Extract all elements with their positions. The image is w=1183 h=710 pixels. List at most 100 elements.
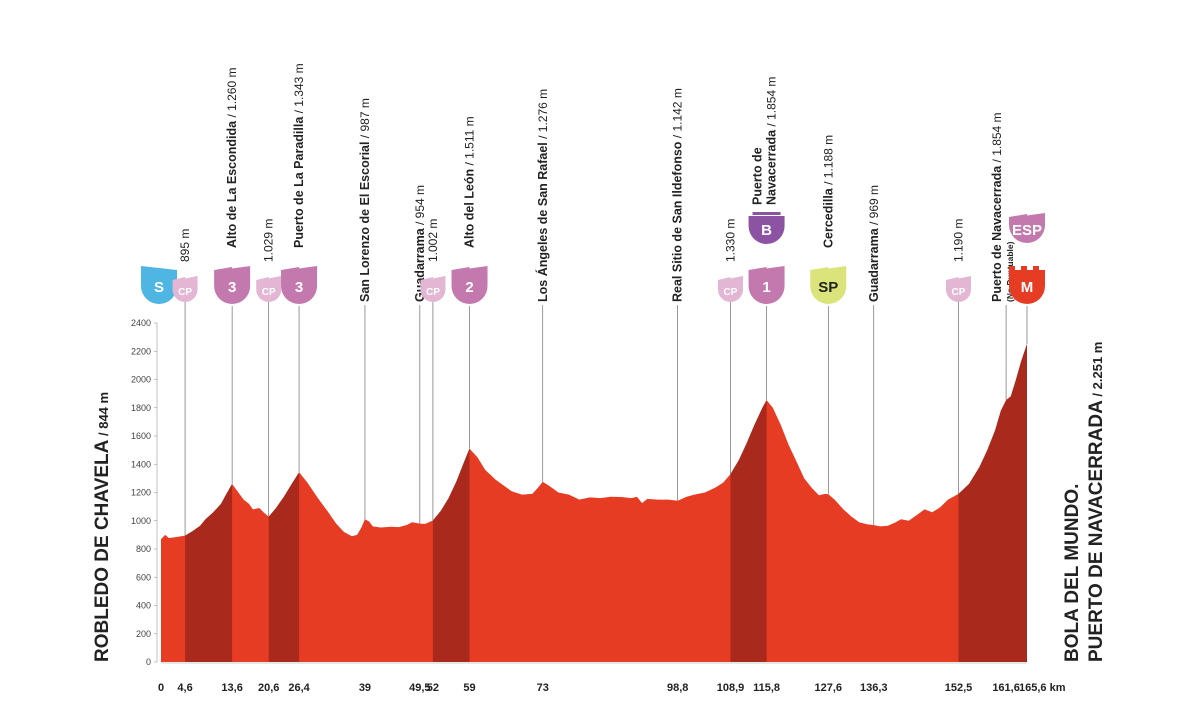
badge-text: CP <box>178 287 192 298</box>
waypoint: Los Ángeles de San Rafael / 1.276 m <box>535 89 550 482</box>
waypoint-label: Real Sitio de San Ildefonso / 1.142 m <box>671 88 685 302</box>
climb-segment <box>185 484 233 662</box>
waypoint-alt: / 954 m <box>413 185 427 228</box>
waypoint-alt: / 1.511 m <box>463 116 477 168</box>
km-tick-label: 49,5 <box>409 682 430 694</box>
badge-text: CP <box>724 287 738 298</box>
waypoint-name: Los Ángeles de San Rafael <box>535 142 550 302</box>
waypoint-label: 895 m <box>178 229 192 262</box>
badge-text: B <box>761 222 772 239</box>
badge-text: CP <box>426 287 440 298</box>
waypoint-name: Puerto de <box>751 147 765 205</box>
y-tick-label: 1400 <box>131 459 151 469</box>
badge-start: S <box>141 266 177 304</box>
waypoint-name: Cercedilla <box>821 187 835 248</box>
finish-alt: / 2.251 m <box>1090 342 1105 401</box>
badge-shape <box>256 280 282 302</box>
km-tick-label: 13,6 <box>221 682 242 694</box>
badge-shape <box>281 270 318 304</box>
start-town-label: ROBLEDO DE CHAVELA / 844 m <box>92 392 113 662</box>
checker-square <box>1021 266 1027 270</box>
badge-flag <box>810 267 829 270</box>
waypoint-label: Los Ángeles de San Rafael / 1.276 m <box>535 89 550 302</box>
badge-text: CP <box>952 287 966 298</box>
km-tick-label: 39 <box>359 682 371 694</box>
waypoint: SP Cercedilla / 1.188 m <box>810 135 847 495</box>
badge-flag <box>451 267 470 270</box>
badge-shape <box>172 280 198 302</box>
y-tick-label: 1800 <box>131 403 151 413</box>
waypoint-alt: / 1.188 m <box>821 135 835 188</box>
profile-area-group <box>161 344 1027 662</box>
waypoint-alt: 1.029 m <box>262 219 276 262</box>
badge-cap <box>752 212 781 215</box>
badge-cat: 3 <box>281 266 318 304</box>
badge-flag <box>172 277 186 280</box>
waypoint: M ESP <box>1009 213 1045 345</box>
km-tick-label: 108,9 <box>717 682 745 694</box>
checker-square <box>1039 270 1045 274</box>
waypoint-label: San Lorenzo de El Escorial / 987 m <box>358 98 372 302</box>
badge-esp: ESP <box>1009 213 1045 243</box>
waypoint-alt: / 1.260 m <box>225 68 239 121</box>
waypoint-name: Puerto de La Paradilla <box>292 116 306 248</box>
badge-shape <box>748 216 785 244</box>
waypoint: 1 B Puerto de Navacerrada / 1.854 m <box>748 77 785 401</box>
km-tick-label: 165,6 km <box>1019 682 1066 694</box>
waypoint: 2 Alto del León / 1.511 m <box>451 116 488 449</box>
badge-shape <box>1009 270 1045 304</box>
y-tick-label: 2400 <box>131 318 151 328</box>
waypoints-group: S CP 895 m 3 Alto de La Escondida / 1.260 m C… <box>141 63 1045 536</box>
checker-square <box>1009 266 1015 270</box>
waypoint: 3 Alto de La Escondida / 1.260 m <box>214 68 251 485</box>
km-tick-label: 152,5 <box>945 682 973 694</box>
badge-cp: CP <box>256 276 282 302</box>
waypoint-alt: / 1.142 m <box>671 88 685 141</box>
waypoint: 3 Puerto de La Paradilla / 1.343 m <box>281 63 318 473</box>
km-axis: 0 4,6 13,6 20,6 26,4 39 49,552 59 73 98,8 108,9 115… <box>158 662 1066 694</box>
waypoint-alt: 1.190 m <box>951 219 965 262</box>
badge-shape <box>420 280 446 302</box>
badge-shape <box>451 270 488 304</box>
waypoint: CP 1.330 m <box>717 219 743 475</box>
badge-text: CP <box>262 287 276 298</box>
y-axis: 0 200 400 600 800 1000 1200 1400 1600 1800 2000 220… <box>131 318 158 667</box>
badge-cat: 2 <box>451 266 488 304</box>
km-tick-label: 0 <box>158 682 164 694</box>
waypoint-label: Alto del León / 1.511 m <box>463 116 477 248</box>
profile-area <box>161 344 1027 662</box>
waypoint-alt: 1.002 m <box>426 219 440 262</box>
waypoint: CP 895 m <box>172 229 198 536</box>
y-tick-label: 2000 <box>131 375 151 385</box>
waypoint-name: San Lorenzo de El Escorial <box>358 142 372 302</box>
finish-label-line2: PUERTO DE NAVACERRADA / 2.251 m <box>1086 342 1107 662</box>
waypoint-label: 1.029 m <box>262 219 276 262</box>
waypoint-alt: 895 m <box>178 229 192 262</box>
waypoint-label: Puerto de La Paradilla / 1.343 m <box>292 63 306 248</box>
badge-flag <box>221 266 251 270</box>
checker-square <box>1027 270 1033 274</box>
badge-text: 2 <box>465 279 473 296</box>
badge-sprint: SP <box>810 266 847 304</box>
badge-flag <box>256 277 269 280</box>
y-tick-label: 800 <box>136 544 151 554</box>
km-tick-label: 4,6 <box>177 682 192 694</box>
waypoint-alt: / 987 m <box>358 98 372 141</box>
badge-shape <box>214 270 251 304</box>
waypoint-alt: / 1.343 m <box>292 63 306 116</box>
badge-flag <box>945 277 959 280</box>
badge-flag <box>141 266 177 270</box>
y-tick-label: 1200 <box>131 488 151 498</box>
waypoint: Guadarrama / 954 m <box>413 185 427 524</box>
badge-shape <box>141 270 177 304</box>
y-tick-label: 2200 <box>131 346 151 356</box>
km-tick-label: 73 <box>537 682 549 694</box>
badge-text: M <box>1021 279 1034 296</box>
badge-shape <box>748 270 785 304</box>
badge-shape <box>1009 217 1045 243</box>
waypoint: CP 1.190 m <box>945 219 971 494</box>
badge-cp: CP <box>945 276 971 302</box>
waypoint-alt: / 969 m <box>867 185 881 228</box>
waypoint-label: 1.002 m <box>426 219 440 262</box>
